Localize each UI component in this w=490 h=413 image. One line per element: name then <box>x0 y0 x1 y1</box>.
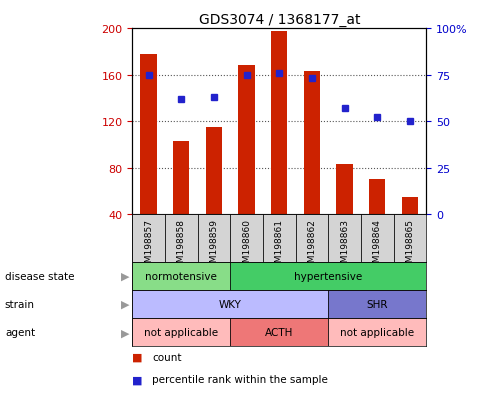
Text: normotensive: normotensive <box>146 271 217 281</box>
Bar <box>361 215 393 262</box>
Bar <box>337 165 353 215</box>
Text: strain: strain <box>5 299 35 309</box>
Bar <box>173 142 190 215</box>
Text: GSM198859: GSM198859 <box>209 218 219 273</box>
Bar <box>271 32 288 215</box>
Text: GSM198858: GSM198858 <box>177 218 186 273</box>
Bar <box>402 197 418 215</box>
Text: GSM198861: GSM198861 <box>275 218 284 273</box>
Text: ▶: ▶ <box>121 271 129 281</box>
Text: agent: agent <box>5 328 35 337</box>
Text: percentile rank within the sample: percentile rank within the sample <box>152 375 328 385</box>
Bar <box>328 215 361 262</box>
Text: ▶: ▶ <box>121 328 129 337</box>
Bar <box>230 215 263 262</box>
Bar <box>132 215 165 262</box>
Text: hypertensive: hypertensive <box>294 271 363 281</box>
Bar <box>304 72 320 215</box>
Bar <box>369 180 386 215</box>
Text: count: count <box>152 352 181 362</box>
Text: GSM198860: GSM198860 <box>242 218 251 273</box>
Bar <box>141 55 157 215</box>
Bar <box>230 262 426 290</box>
Bar <box>132 262 230 290</box>
Text: disease state: disease state <box>5 271 74 281</box>
Text: GSM198857: GSM198857 <box>144 218 153 273</box>
Text: GSM198863: GSM198863 <box>340 218 349 273</box>
Text: GSM198864: GSM198864 <box>373 218 382 273</box>
Text: ■: ■ <box>132 375 143 385</box>
Text: GSM198862: GSM198862 <box>307 218 317 273</box>
Text: not applicable: not applicable <box>340 328 415 337</box>
Bar <box>197 215 230 262</box>
Bar <box>263 215 295 262</box>
Bar <box>206 128 222 215</box>
Text: GSM198865: GSM198865 <box>405 218 415 273</box>
Bar <box>132 318 230 347</box>
Text: ▶: ▶ <box>121 299 129 309</box>
Text: ACTH: ACTH <box>265 328 294 337</box>
Bar <box>230 318 328 347</box>
Bar <box>239 66 255 215</box>
Text: ■: ■ <box>132 352 143 362</box>
Bar <box>328 318 426 347</box>
Title: GDS3074 / 1368177_at: GDS3074 / 1368177_at <box>198 12 360 26</box>
Bar <box>393 215 426 262</box>
Bar <box>295 215 328 262</box>
Bar <box>165 215 197 262</box>
Bar <box>132 290 328 318</box>
Text: not applicable: not applicable <box>144 328 219 337</box>
Text: SHR: SHR <box>367 299 388 309</box>
Text: WKY: WKY <box>219 299 242 309</box>
Bar <box>328 290 426 318</box>
